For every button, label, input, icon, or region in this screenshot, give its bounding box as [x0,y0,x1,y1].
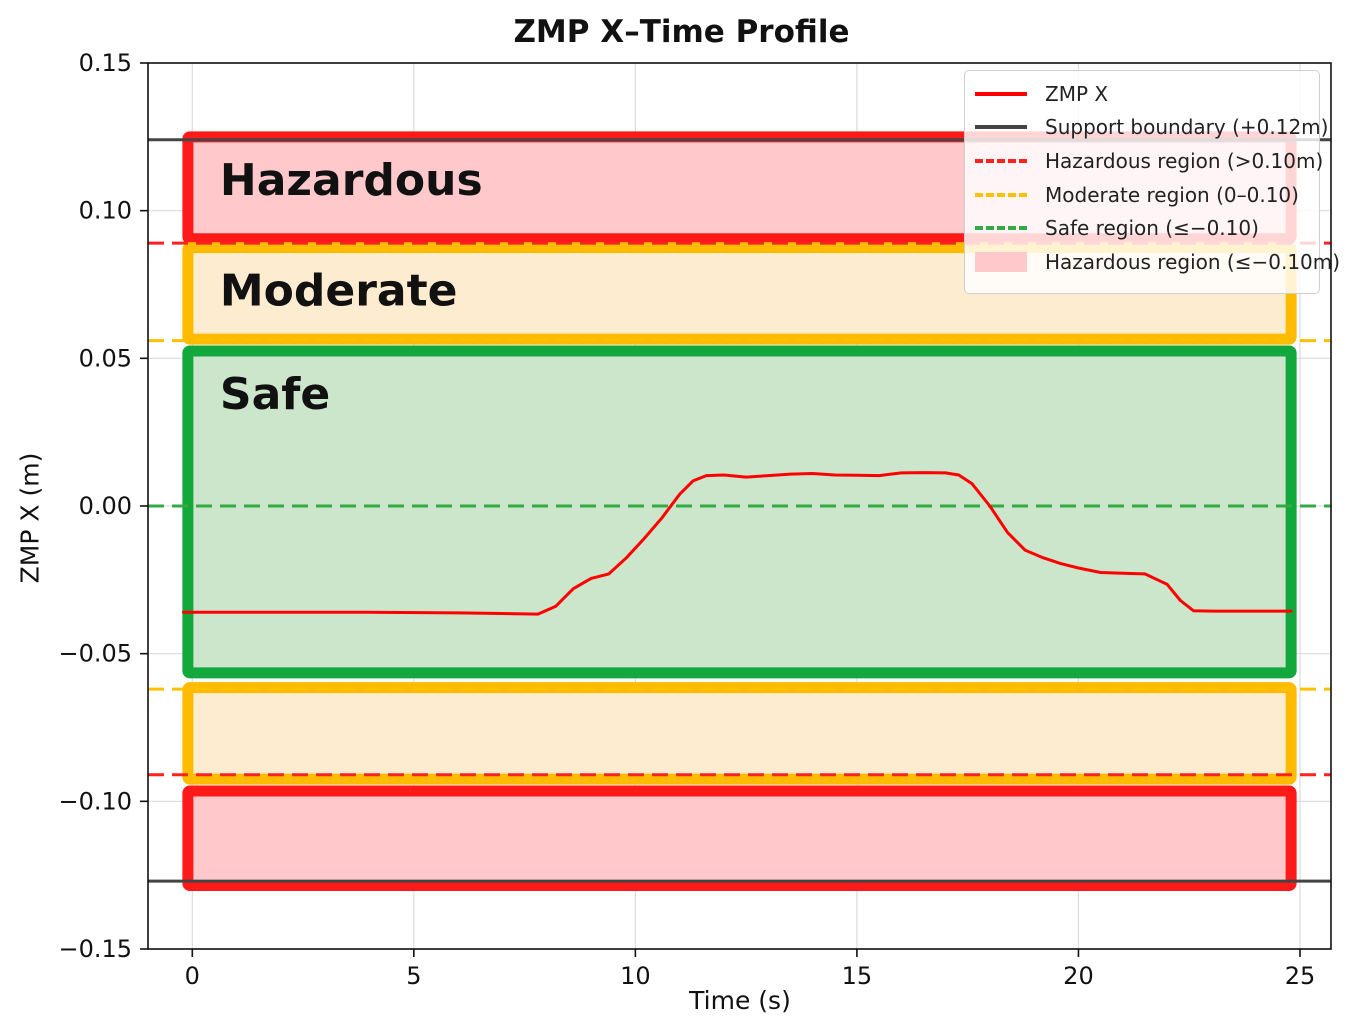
x-tick-label: 20 [1063,962,1094,990]
legend-line [975,226,1027,231]
axes: 0 5 10 15 20 25 0.15 0.10 0.05 0.00 −0.05 −0.10 −0.1… [58,49,1332,990]
legend-label: Hazardous region (≤−0.10m) [1045,249,1341,274]
legend-label: Hazardous region (>0.10m) [1045,148,1324,173]
series-line-0 [181,471,1293,616]
y-tick-label: −0.15 [58,935,132,963]
y-tick-label: 0.00 [79,492,132,520]
region-box-3 [182,682,1297,785]
legend-label: Safe region (≤−0.10) [1045,216,1259,241]
legend-entry: Hazardous region (≤−0.10m) [965,245,1340,279]
x-tick-label: 5 [406,962,421,990]
region-label-1: Moderate [220,266,458,317]
x-tick-label: 15 [842,962,873,990]
y-axis-label: ZMP X (m) [15,452,45,584]
legend-line [975,192,1027,197]
series-layer [181,471,1293,616]
legend-entry: ZMP X [965,77,1319,111]
x-tick-label: 10 [620,962,651,990]
legend-line [975,125,1027,130]
chart-title: ZMP X–Time Profile [513,14,850,50]
legend-entry: Safe region (≤−0.10) [965,211,1319,245]
region-box-2 [182,345,1297,679]
legend-entry: Support boundary (+0.12m) [965,111,1328,145]
legend-entry: Moderate region (0–0.10) [965,178,1319,212]
y-tick-label: 0.10 [79,197,132,225]
y-tick-label: −0.05 [58,640,132,668]
legend-label: Moderate region (0–0.10) [1045,182,1299,207]
region-label-0: Hazardous [220,155,483,206]
x-tick-label: 0 [185,962,200,990]
y-tick-label: 0.15 [79,49,132,77]
y-tick-label: 0.05 [79,344,132,372]
legend-label: ZMP X [1045,81,1109,106]
y-tick-label: −0.10 [58,787,132,815]
legend-label: Support boundary (+0.12m) [1045,115,1329,140]
legend-patch [975,251,1027,272]
x-axis-label: Time (s) [689,986,791,1015]
x-tick-label: 25 [1285,962,1316,990]
region-label-2: Safe [220,369,330,420]
region-box-4 [182,785,1297,892]
legend-entry: Hazardous region (>0.10m) [965,144,1323,178]
legend-line [975,158,1027,163]
legend-line [975,91,1027,96]
legend: ZMP X Support boundary (+0.12m) Hazardous … [964,70,1340,294]
